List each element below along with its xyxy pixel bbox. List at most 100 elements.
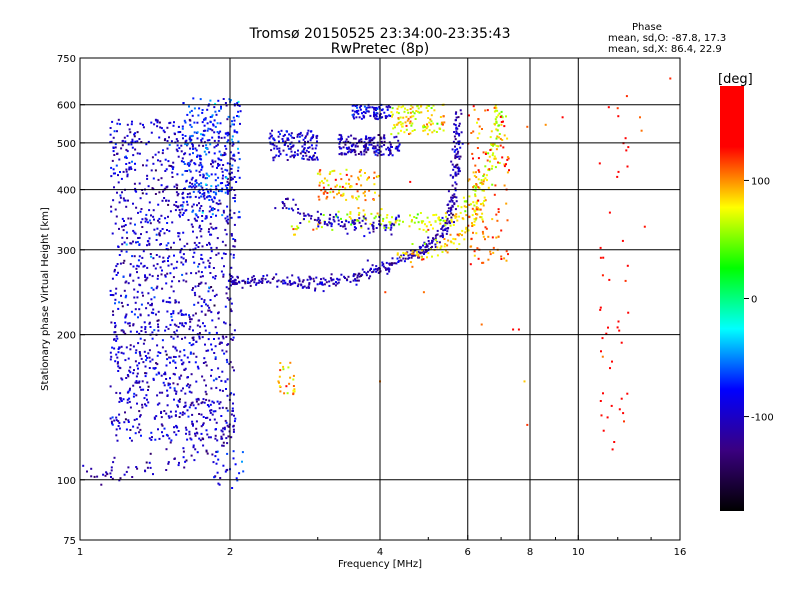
data-point xyxy=(351,150,354,153)
data-point xyxy=(169,272,172,275)
data-point xyxy=(115,339,118,342)
data-point xyxy=(345,198,348,201)
data-point xyxy=(189,123,192,126)
data-point xyxy=(145,143,148,146)
data-point xyxy=(203,379,206,382)
data-point xyxy=(491,165,494,168)
data-point xyxy=(123,220,125,222)
data-point xyxy=(205,153,208,156)
data-point xyxy=(192,444,195,447)
data-point xyxy=(180,247,183,250)
data-point xyxy=(205,216,208,219)
data-point xyxy=(184,404,187,407)
data-point xyxy=(151,187,154,190)
data-point xyxy=(222,337,225,340)
data-point xyxy=(125,346,128,349)
data-point xyxy=(237,147,239,150)
data-point xyxy=(357,109,360,112)
data-point xyxy=(121,144,124,147)
data-point xyxy=(235,477,238,480)
data-point xyxy=(313,158,316,161)
data-point xyxy=(278,381,280,384)
data-point xyxy=(349,280,352,283)
data-point xyxy=(483,178,486,181)
data-point xyxy=(233,223,236,226)
data-point xyxy=(361,268,364,271)
data-point xyxy=(456,127,459,130)
data-point xyxy=(422,228,425,231)
data-point xyxy=(341,185,344,188)
data-point xyxy=(212,401,215,404)
data-point xyxy=(151,337,154,340)
data-point xyxy=(599,256,602,259)
data-point xyxy=(216,400,219,403)
data-point xyxy=(599,306,602,309)
data-point xyxy=(354,222,357,225)
data-point xyxy=(136,330,138,333)
data-point xyxy=(330,278,333,281)
data-point xyxy=(276,147,279,150)
data-point xyxy=(498,162,501,164)
data-point xyxy=(297,208,300,210)
data-point xyxy=(225,233,228,236)
data-point xyxy=(457,166,460,169)
data-point xyxy=(125,205,128,208)
data-point xyxy=(162,190,164,193)
data-point xyxy=(113,268,116,271)
data-point xyxy=(171,168,174,170)
data-point xyxy=(431,131,434,134)
y-tick-label: 300 xyxy=(57,246,76,257)
data-point xyxy=(400,106,403,109)
data-point xyxy=(202,322,204,325)
data-point xyxy=(317,216,320,219)
data-point xyxy=(373,177,375,180)
data-point xyxy=(181,204,184,207)
data-point xyxy=(313,280,316,283)
data-point xyxy=(368,106,371,109)
data-point xyxy=(472,105,475,108)
data-point xyxy=(214,227,217,230)
data-point xyxy=(151,331,154,334)
data-point xyxy=(113,338,115,341)
data-point xyxy=(431,255,433,258)
data-point xyxy=(485,227,488,230)
data-point xyxy=(357,176,360,179)
data-point xyxy=(375,175,378,178)
data-point xyxy=(203,192,206,194)
data-point xyxy=(409,108,412,110)
data-point xyxy=(412,115,415,118)
data-point xyxy=(212,207,214,210)
data-point xyxy=(231,138,233,141)
data-point xyxy=(158,232,161,235)
data-point xyxy=(115,274,118,276)
data-point xyxy=(439,247,442,250)
data-point xyxy=(145,307,148,310)
data-point xyxy=(149,360,152,363)
data-point xyxy=(279,369,282,372)
data-point xyxy=(453,150,456,153)
data-point xyxy=(117,425,120,427)
data-point xyxy=(222,441,225,444)
data-point xyxy=(477,169,480,172)
data-point xyxy=(165,433,168,436)
data-point xyxy=(225,292,228,295)
data-point xyxy=(181,208,184,211)
data-point xyxy=(232,116,235,119)
data-point xyxy=(321,283,324,286)
data-point xyxy=(131,138,134,141)
data-point xyxy=(230,310,233,313)
data-point xyxy=(337,210,340,213)
data-point xyxy=(232,450,235,453)
data-point xyxy=(212,379,215,382)
data-point xyxy=(127,419,130,422)
data-point xyxy=(201,375,204,378)
data-point xyxy=(489,250,492,253)
data-point xyxy=(425,225,428,228)
data-point xyxy=(376,118,379,121)
data-point xyxy=(315,144,318,147)
data-point xyxy=(498,112,501,115)
data-point xyxy=(385,261,388,264)
data-point xyxy=(376,112,379,115)
data-point xyxy=(251,276,254,279)
